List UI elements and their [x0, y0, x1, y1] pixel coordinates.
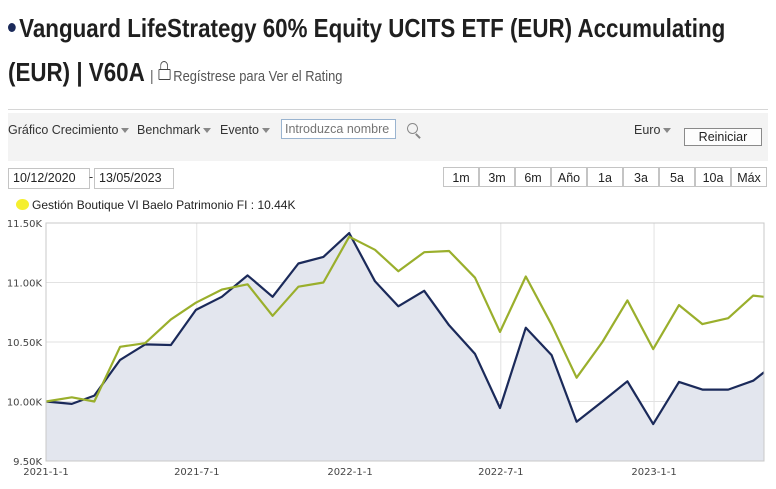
benchmark-label: Benchmark: [137, 123, 201, 137]
event-label: Evento: [220, 123, 259, 137]
range-button-7[interactable]: 10a: [695, 167, 731, 187]
title-line-2-wrapper: (EUR) | V60A | Regístrese para Ver el Rat…: [8, 50, 670, 99]
range-button-4[interactable]: 1a: [587, 167, 623, 187]
x-tick-label-1: 2021-7-1: [174, 467, 219, 478]
header-divider: [8, 109, 768, 110]
chart-area-fill: [46, 233, 764, 461]
title-line-2: (EUR) | V60A: [8, 57, 144, 87]
y-tick-label-3: 11.00K: [7, 279, 43, 290]
chevron-down-icon: [261, 128, 270, 134]
range-button-2[interactable]: 6m: [515, 167, 551, 187]
range-button-3[interactable]: Año: [551, 167, 587, 187]
range-button-6[interactable]: 5a: [659, 167, 695, 187]
range-button-5[interactable]: 3a: [623, 167, 659, 187]
legend-label: Gestión Boutique VI Baelo Patrimonio FI …: [32, 198, 296, 212]
page-title: Vanguard LifeStrategy 60% Equity UCITS E…: [8, 6, 725, 99]
event-dropdown[interactable]: Evento: [220, 123, 270, 137]
currency-dropdown[interactable]: Euro: [634, 123, 672, 137]
chart-legend: Gestión Boutique VI Baelo Patrimonio FI …: [16, 198, 295, 212]
reset-button[interactable]: Reiniciar: [684, 128, 762, 146]
title-marker-dot: [8, 22, 16, 32]
y-tick-label-4: 11.50K: [7, 219, 43, 230]
chart-lines: [45, 232, 765, 426]
x-tick-label-0: 2021-1-1: [23, 467, 68, 478]
lock-icon: [158, 61, 171, 80]
growth-chart-label: Gráfico Crecimiento: [8, 123, 119, 137]
x-tick-label-2: 2022-1-1: [327, 467, 372, 478]
start-date-input[interactable]: 10/12/2020: [8, 168, 90, 189]
currency-label: Euro: [634, 123, 661, 137]
series-0-area: [46, 233, 764, 461]
series-0-line: [45, 232, 765, 426]
chart-toolbar: Gráfico Crecimiento Benchmark Evento Eur…: [8, 113, 768, 161]
legend-swatch: [16, 199, 29, 211]
end-date-input[interactable]: 13/05/2023: [94, 168, 174, 189]
chevron-down-icon: [203, 128, 212, 134]
y-tick-label-1: 10.00K: [7, 398, 43, 409]
x-axis-ticks: 2021-1-1 2021-7-1 2022-1-1 2022-7-1 2023-1-1: [23, 467, 676, 478]
benchmark-dropdown[interactable]: Benchmark: [137, 123, 212, 137]
title-separator: |: [150, 68, 154, 85]
y-axis-ticks: 9.50K 10.00K 10.50K 11.00K 11.50K: [7, 219, 43, 468]
search-icon[interactable]: [407, 123, 418, 134]
growth-chart-dropdown[interactable]: Gráfico Crecimiento: [8, 123, 130, 137]
range-button-0[interactable]: 1m: [443, 167, 479, 187]
chevron-down-icon: [121, 128, 130, 134]
y-tick-label-2: 10.50K: [7, 338, 43, 349]
y-tick-label-0: 9.50K: [13, 457, 42, 468]
x-tick-label-3: 2022-7-1: [478, 467, 523, 478]
search-input[interactable]: [281, 119, 396, 139]
range-button-1[interactable]: 3m: [479, 167, 515, 187]
plot-frame: [45, 222, 765, 462]
series-1-line: [45, 235, 765, 403]
date-separator: -: [89, 170, 94, 184]
rating-link[interactable]: Regístrese para Ver el Rating: [173, 68, 343, 85]
x-tick-label-4: 2023-1-1: [631, 467, 676, 478]
range-button-8[interactable]: Máx: [731, 167, 767, 187]
chevron-down-icon: [663, 128, 672, 134]
title-line-1: Vanguard LifeStrategy 60% Equity UCITS E…: [19, 13, 726, 43]
